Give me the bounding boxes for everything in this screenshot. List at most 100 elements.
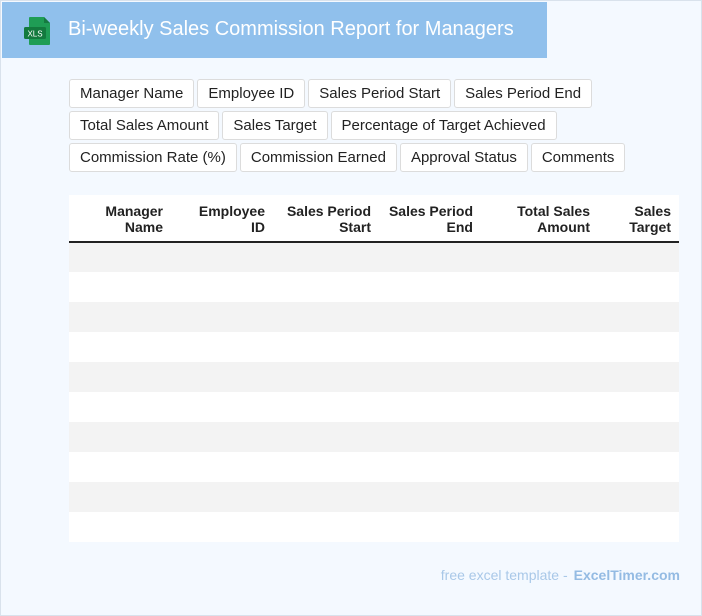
table-cell[interactable] bbox=[481, 482, 598, 512]
table-cell[interactable] bbox=[598, 452, 679, 482]
column-header-line: Total Sales bbox=[517, 203, 590, 219]
table-row bbox=[69, 362, 679, 392]
table-cell[interactable] bbox=[598, 482, 679, 512]
table-cell[interactable] bbox=[481, 332, 598, 362]
field-chip[interactable]: Commission Earned bbox=[239, 143, 397, 172]
table-cell[interactable] bbox=[171, 452, 273, 482]
table-cell[interactable] bbox=[379, 362, 481, 392]
table-cell[interactable] bbox=[171, 362, 273, 392]
table-cell[interactable] bbox=[598, 302, 679, 332]
column-header-line: Sales bbox=[634, 203, 671, 219]
table-cell[interactable] bbox=[379, 452, 481, 482]
table-cell[interactable] bbox=[379, 482, 481, 512]
table-cell[interactable] bbox=[379, 392, 481, 422]
field-chip[interactable]: Sales Target bbox=[222, 111, 328, 140]
field-chip[interactable]: Manager Name bbox=[69, 79, 195, 108]
table-cell[interactable] bbox=[69, 422, 171, 452]
footer-text: free excel template - bbox=[440, 567, 568, 583]
table-cell[interactable] bbox=[379, 422, 481, 452]
table-cell[interactable] bbox=[598, 362, 679, 392]
table-cell[interactable] bbox=[273, 302, 379, 332]
table-cell[interactable] bbox=[273, 242, 379, 272]
table-cell[interactable] bbox=[273, 452, 379, 482]
table-cell[interactable] bbox=[171, 392, 273, 422]
field-chip[interactable]: Comments bbox=[530, 143, 626, 172]
field-chip[interactable]: Sales Period Start bbox=[308, 79, 452, 108]
footer-brand-link[interactable]: ExcelTimer.com bbox=[573, 567, 680, 583]
header-banner: XLS Bi-weekly Sales Commission Report fo… bbox=[2, 2, 547, 58]
table-cell[interactable] bbox=[273, 362, 379, 392]
field-chip[interactable]: Commission Rate (%) bbox=[69, 143, 237, 172]
table-cell[interactable] bbox=[273, 332, 379, 362]
table-cell[interactable] bbox=[481, 272, 598, 302]
column-header-line: ID bbox=[251, 219, 265, 235]
table-cell[interactable] bbox=[273, 482, 379, 512]
table-cell[interactable] bbox=[481, 452, 598, 482]
table-cell[interactable] bbox=[598, 242, 679, 272]
column-header-line: Target bbox=[629, 219, 671, 235]
table-cell[interactable] bbox=[481, 362, 598, 392]
table-row bbox=[69, 452, 679, 482]
field-chip[interactable]: Sales Period End bbox=[454, 79, 593, 108]
table-cell[interactable] bbox=[379, 272, 481, 302]
table-cell[interactable] bbox=[69, 302, 171, 332]
field-chip[interactable]: Approval Status bbox=[399, 143, 528, 172]
column-header: Manager Name bbox=[69, 195, 171, 243]
table-row bbox=[69, 332, 679, 362]
column-header-line: Sales Period bbox=[286, 203, 371, 219]
table-cell[interactable] bbox=[481, 512, 598, 542]
field-chip[interactable]: Employee ID bbox=[197, 79, 306, 108]
chip-row: Commission Rate (%) Commission Earned Appr… bbox=[69, 143, 669, 172]
xls-file-icon: XLS bbox=[23, 16, 51, 46]
table-cell[interactable] bbox=[171, 242, 273, 272]
table-cell[interactable] bbox=[69, 452, 171, 482]
table-cell[interactable] bbox=[273, 392, 379, 422]
column-header-line: Manager bbox=[105, 203, 163, 219]
table-cell[interactable] bbox=[171, 512, 273, 542]
field-chip[interactable]: Total Sales Amount bbox=[69, 111, 220, 140]
column-header: Employee ID bbox=[171, 195, 273, 243]
table-cell[interactable] bbox=[379, 242, 481, 272]
table-row bbox=[69, 512, 679, 542]
table-cell[interactable] bbox=[171, 332, 273, 362]
table-cell[interactable] bbox=[171, 302, 273, 332]
table-cell[interactable] bbox=[69, 272, 171, 302]
table-cell[interactable] bbox=[598, 332, 679, 362]
table-cell[interactable] bbox=[379, 512, 481, 542]
table-cell[interactable] bbox=[598, 512, 679, 542]
column-header-line: Name bbox=[124, 219, 163, 235]
table-cell[interactable] bbox=[273, 272, 379, 302]
table-cell[interactable] bbox=[171, 482, 273, 512]
table-row bbox=[69, 302, 679, 332]
table-cell[interactable] bbox=[598, 272, 679, 302]
table-cell[interactable] bbox=[481, 392, 598, 422]
table-cell[interactable] bbox=[171, 422, 273, 452]
table-cell[interactable] bbox=[379, 302, 481, 332]
table-cell[interactable] bbox=[598, 422, 679, 452]
table-cell[interactable] bbox=[481, 242, 598, 272]
table-cell[interactable] bbox=[69, 332, 171, 362]
table-cell[interactable] bbox=[69, 242, 171, 272]
field-chip-list: Manager Name Employee ID Sales Period Star… bbox=[69, 79, 669, 175]
column-header-line: End bbox=[446, 219, 473, 235]
table-cell[interactable] bbox=[598, 392, 679, 422]
table-row bbox=[69, 242, 679, 272]
table-cell[interactable] bbox=[69, 362, 171, 392]
table-cell[interactable] bbox=[69, 392, 171, 422]
table-cell[interactable] bbox=[481, 422, 598, 452]
table-cell[interactable] bbox=[171, 272, 273, 302]
table-cell[interactable] bbox=[273, 422, 379, 452]
table-cell[interactable] bbox=[481, 302, 598, 332]
column-header: Sales Period End bbox=[379, 195, 481, 243]
chip-row: Manager Name Employee ID Sales Period Star… bbox=[69, 79, 669, 108]
field-chip[interactable]: Percentage of Target Achieved bbox=[330, 111, 557, 140]
xls-icon-label: XLS bbox=[27, 30, 42, 39]
column-header-line: Start bbox=[339, 219, 371, 235]
table-body bbox=[69, 242, 679, 542]
table-cell[interactable] bbox=[379, 332, 481, 362]
page-title: Bi-weekly Sales Commission Report for Ma… bbox=[68, 18, 514, 40]
table-row bbox=[69, 272, 679, 302]
table-cell[interactable] bbox=[273, 512, 379, 542]
table-cell[interactable] bbox=[69, 482, 171, 512]
table-cell[interactable] bbox=[69, 512, 171, 542]
